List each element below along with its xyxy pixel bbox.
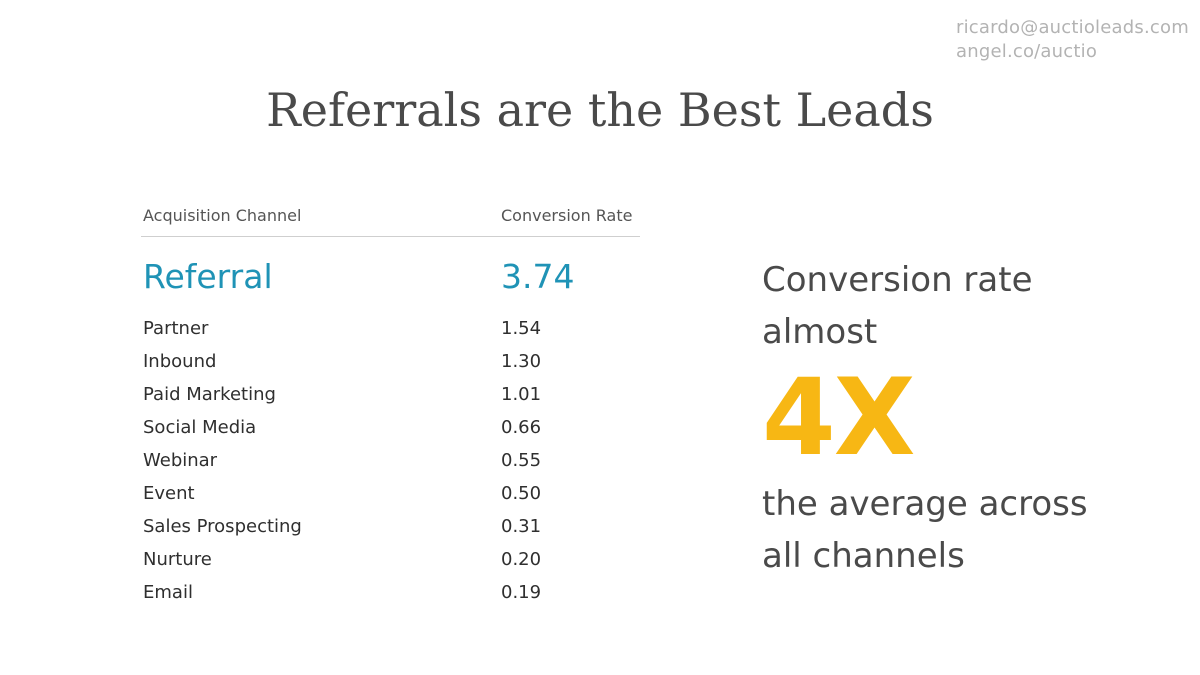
table-row: Sales Prospecting 0.31	[141, 511, 640, 544]
table-row: Inbound 1.30	[141, 346, 640, 379]
channel-cell: Nurture	[143, 549, 212, 570]
channel-cell: Sales Prospecting	[143, 516, 302, 537]
rate-cell: 1.30	[501, 351, 542, 372]
table-row: Partner 1.54	[141, 313, 640, 346]
channel-cell: Paid Marketing	[143, 384, 276, 405]
table-row: Webinar 0.55	[141, 445, 640, 478]
conversion-table: Acquisition Channel Conversion Rate Refe…	[141, 203, 640, 610]
table-row: Event 0.50	[141, 478, 640, 511]
column-header-channel: Acquisition Channel	[143, 206, 302, 225]
callout-line-4: all channels	[762, 536, 965, 576]
table-row: Email 0.19	[141, 577, 640, 610]
rate-cell: 1.01	[501, 384, 542, 405]
table-row: Social Media 0.66	[141, 412, 640, 445]
callout: Conversion rate almost 4X the average ac…	[762, 254, 1088, 582]
callout-line-3: the average across	[762, 484, 1088, 524]
callout-line-2: almost	[762, 312, 878, 352]
channel-cell: Inbound	[143, 351, 217, 372]
contact-info: ricardo@auctioleads.com angel.co/auctio	[956, 16, 1189, 64]
contact-email: ricardo@auctioleads.com	[956, 17, 1189, 38]
rate-cell: 1.54	[501, 318, 542, 339]
slide-title: Referrals are the Best Leads	[266, 83, 934, 137]
channel-cell: Event	[143, 483, 195, 504]
highlight-rate: 3.74	[501, 257, 575, 296]
highlight-row: Referral 3.74	[141, 237, 640, 313]
channel-cell: Email	[143, 582, 193, 603]
column-header-rate: Conversion Rate	[501, 206, 633, 225]
table-body: Partner 1.54 Inbound 1.30 Paid Marketing…	[141, 313, 640, 610]
rate-cell: 0.50	[501, 483, 542, 504]
rate-cell: 0.19	[501, 582, 542, 603]
channel-cell: Webinar	[143, 450, 218, 471]
channel-cell: Partner	[143, 318, 209, 339]
rate-cell: 0.55	[501, 450, 542, 471]
table-row: Nurture 0.20	[141, 544, 640, 577]
callout-line-1: Conversion rate	[762, 260, 1033, 300]
channel-cell: Social Media	[143, 417, 257, 438]
table-header: Acquisition Channel Conversion Rate	[141, 203, 640, 237]
rate-cell: 0.66	[501, 417, 542, 438]
rate-cell: 0.31	[501, 516, 542, 537]
highlight-channel: Referral	[143, 257, 273, 296]
callout-multiplier: 4X	[762, 356, 915, 479]
table-row: Paid Marketing 1.01	[141, 379, 640, 412]
rate-cell: 0.20	[501, 549, 542, 570]
contact-link: angel.co/auctio	[956, 41, 1098, 62]
